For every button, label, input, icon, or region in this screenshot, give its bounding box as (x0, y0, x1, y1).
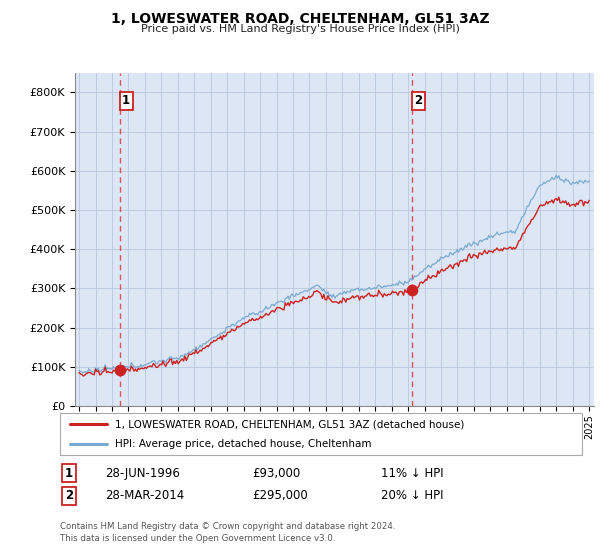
Text: £295,000: £295,000 (252, 489, 308, 502)
Text: 1, LOWESWATER ROAD, CHELTENHAM, GL51 3AZ (detached house): 1, LOWESWATER ROAD, CHELTENHAM, GL51 3AZ… (115, 419, 464, 429)
Text: 2: 2 (65, 489, 73, 502)
Point (407, 286, 417, 295)
Text: 28-JUN-1996: 28-JUN-1996 (105, 466, 180, 480)
Bar (75, 73, 80, 406)
Text: Price paid vs. HM Land Registry's House Price Index (HPI): Price paid vs. HM Land Registry's House … (140, 24, 460, 34)
Text: 20% ↓ HPI: 20% ↓ HPI (381, 489, 443, 502)
Text: £93,000: £93,000 (252, 466, 300, 480)
Text: 28-MAR-2014: 28-MAR-2014 (105, 489, 184, 502)
Text: 1, LOWESWATER ROAD, CHELTENHAM, GL51 3AZ: 1, LOWESWATER ROAD, CHELTENHAM, GL51 3AZ (110, 12, 490, 26)
Point (115, 365, 125, 374)
Text: Contains HM Land Registry data © Crown copyright and database right 2024.
This d: Contains HM Land Registry data © Crown c… (60, 522, 395, 543)
Text: 1: 1 (65, 466, 73, 480)
Text: HPI: Average price, detached house, Cheltenham: HPI: Average price, detached house, Chel… (115, 439, 371, 449)
FancyBboxPatch shape (60, 413, 582, 455)
Text: 11% ↓ HPI: 11% ↓ HPI (381, 466, 443, 480)
Text: 1: 1 (122, 95, 130, 108)
Text: 2: 2 (414, 95, 422, 108)
Bar (589, 73, 594, 406)
